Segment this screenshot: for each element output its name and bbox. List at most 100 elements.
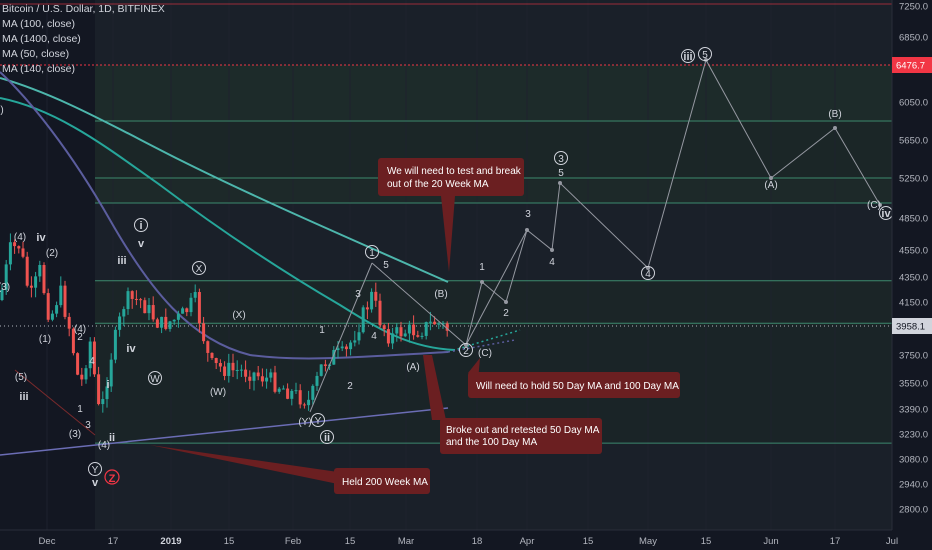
ma-100-line	[0, 77, 449, 283]
price-tick-label: 3550.0	[899, 379, 928, 390]
projected-wave-path	[464, 58, 882, 347]
wave-label: (4)	[98, 440, 110, 451]
candle-body	[139, 299, 143, 301]
candle-body	[382, 325, 386, 330]
candle-body	[332, 350, 336, 365]
trend-line	[14, 369, 96, 436]
wave-label: v	[138, 238, 145, 250]
candle-body	[260, 376, 264, 382]
candle-body	[227, 362, 231, 376]
candle-body	[63, 285, 67, 317]
wave-label: (Y)	[298, 417, 311, 428]
candle-body	[437, 323, 441, 325]
candle-body	[277, 388, 281, 392]
symbol-title[interactable]: Bitcoin / U.S. Dollar, 1D, BITFINEX	[2, 3, 165, 15]
candle-body	[378, 300, 382, 326]
candle-body	[0, 289, 4, 300]
wave-node	[769, 176, 773, 180]
wave-label: 2	[463, 346, 469, 357]
wave-label-circle	[459, 343, 473, 357]
candle-body	[361, 307, 365, 333]
time-tick-label: 17	[108, 536, 119, 547]
candle-body	[239, 369, 243, 371]
resistance-price-label: 6476.7	[896, 61, 925, 72]
candle-body	[105, 386, 109, 400]
wave-labels: iii 5(B)(A)(C)iv354312(B)(A)(C)24153412X(…	[0, 47, 893, 489]
candle-body	[92, 341, 96, 375]
candle-body	[349, 342, 353, 350]
legend-ma-100[interactable]: MA (100, close)	[2, 18, 75, 30]
candle-body	[340, 346, 344, 349]
wave-label: (A)	[406, 362, 419, 373]
wave-label: (4)	[14, 232, 26, 243]
candle-body	[416, 335, 420, 337]
candle-body	[336, 348, 340, 351]
wave-label: )	[0, 105, 3, 116]
candle-body	[374, 291, 378, 301]
candle-body	[59, 285, 63, 306]
time-tick-label: Apr	[520, 536, 535, 547]
note-line: Held 200 Week MA	[342, 477, 428, 488]
legend-ma-50[interactable]: MA (50, close)	[2, 48, 70, 60]
wave-label: 1	[319, 325, 325, 336]
candle-body	[101, 399, 105, 405]
candle-body	[13, 242, 17, 247]
candle-body	[34, 276, 38, 288]
candle-body	[353, 340, 357, 343]
wave-label: Y	[315, 416, 322, 427]
candle-body	[391, 333, 395, 344]
legend-ma-140[interactable]: MA (140, close)	[2, 63, 75, 75]
price-axis[interactable]: 7250.0 6850.0 6050.0 5650.0 5250.0 4850.0 4550…	[891, 0, 932, 550]
candle-body	[298, 390, 302, 405]
wave-label: 1	[369, 248, 375, 259]
candle-body	[193, 292, 197, 298]
candle-body	[370, 291, 374, 310]
wave-label: (B)	[434, 289, 447, 300]
candle-body	[113, 329, 117, 360]
wave-label-circle	[641, 266, 655, 280]
price-tick-label: 6850.0	[899, 33, 928, 44]
wave-label-circle	[681, 49, 695, 63]
wave-label: i	[106, 379, 109, 391]
wave-label: 2	[347, 381, 353, 392]
wave-label: ii	[324, 432, 330, 444]
candle-body	[286, 388, 290, 399]
wave-node	[550, 248, 554, 252]
wave-label-circle	[320, 430, 334, 444]
wave-node	[878, 203, 882, 207]
candle-body	[202, 323, 206, 342]
candle-body	[248, 376, 252, 381]
legend-ma-1400[interactable]: MA (1400, close)	[2, 33, 81, 45]
time-tick-label: Feb	[285, 536, 301, 547]
candle-body	[55, 305, 59, 314]
trend-lines	[14, 262, 467, 436]
wave-node	[558, 181, 562, 185]
candle-body	[319, 364, 323, 376]
price-tick-label: 6050.0	[899, 98, 928, 109]
candle-body	[315, 375, 319, 386]
price-tick-label: 4150.0	[899, 298, 928, 309]
candle-body	[189, 297, 193, 313]
candle-body	[42, 265, 46, 294]
candle-body	[122, 309, 126, 317]
time-axis[interactable]: Dec 17 2019 15 Feb 15 Mar 18 Apr 15 May 15 Jun 17 Jul	[0, 529, 898, 550]
wave-label: 4	[549, 257, 555, 268]
wave-label: (3)	[0, 282, 10, 293]
wave-label: 1	[77, 404, 83, 415]
candle-body	[311, 385, 315, 400]
price-tick-label: 3390.0	[899, 405, 928, 416]
ma-1400-line	[0, 407, 449, 456]
wave-label: i	[139, 220, 142, 232]
price-tick-label: 3080.0	[899, 455, 928, 466]
candle-body	[4, 264, 8, 290]
candle-body	[118, 316, 122, 330]
wave-label: 2	[503, 308, 509, 319]
wave-label: 1	[479, 262, 485, 273]
candle-body	[210, 352, 214, 358]
candle-body	[84, 368, 88, 380]
time-tick-label: 15	[345, 536, 356, 547]
wave-projection	[465, 229, 528, 346]
candle-body	[407, 324, 411, 334]
price-tick-label: 4850.0	[899, 214, 928, 225]
